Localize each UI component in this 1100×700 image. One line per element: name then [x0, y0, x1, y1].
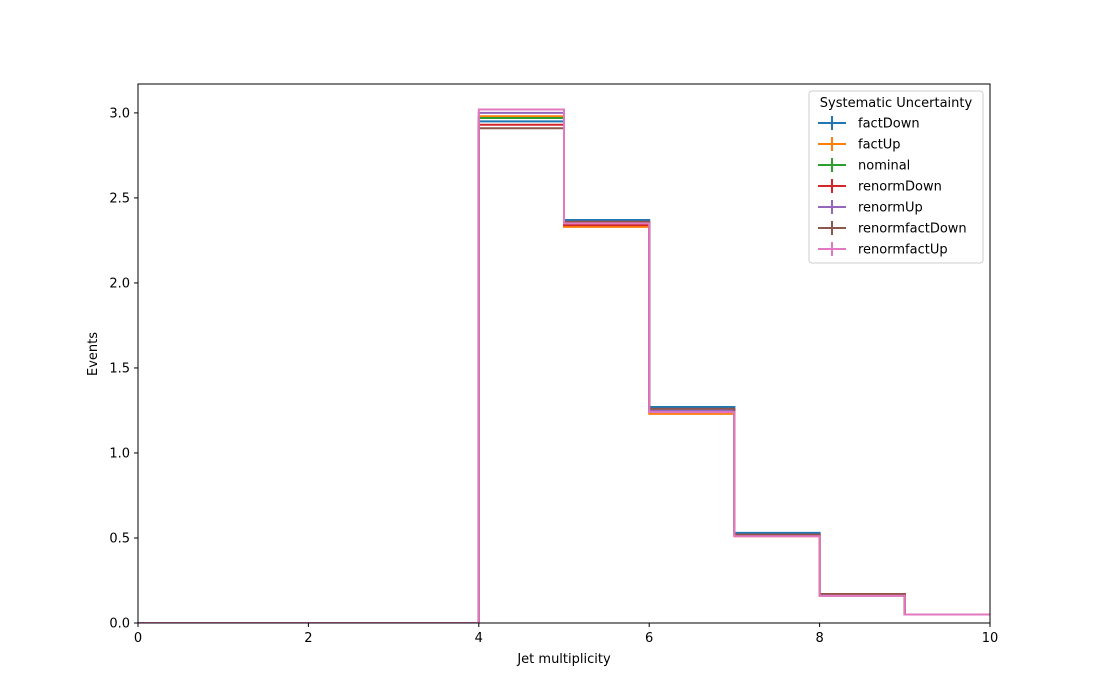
y-axis-label: Events: [86, 332, 101, 376]
legend-item-factDown: factDown: [818, 116, 920, 132]
legend-label: nominal: [858, 159, 910, 174]
legend-label: factUp: [858, 138, 901, 153]
legend-item-nominal: nominal: [818, 158, 910, 174]
x-tick-label: 0: [134, 631, 142, 646]
plot-area: [138, 108, 990, 623]
y-tick-label: 2.5: [109, 191, 130, 206]
series-line-renormfactDown: [138, 127, 990, 623]
y-tick-label: 3.0: [109, 106, 130, 121]
y-tick-label: 1.0: [109, 446, 130, 461]
x-tick-label: 4: [475, 631, 483, 646]
x-tick-label: 10: [982, 631, 999, 646]
legend-label: renormfactDown: [858, 222, 967, 237]
x-tick-label: 2: [304, 631, 312, 646]
axes-frame: [137, 83, 991, 624]
x-tick-label: 6: [645, 631, 653, 646]
legend-label: renormDown: [858, 180, 942, 195]
y-tick-label: 0.0: [109, 617, 130, 632]
legend-label: renormfactUp: [858, 243, 948, 258]
y-tick-label: 0.5: [109, 531, 130, 546]
legend-item-renormUp: renormUp: [818, 200, 923, 216]
y-tick-label: 2.0: [109, 276, 130, 291]
legend-item-factUp: factUp: [818, 137, 901, 153]
legend: Systematic Uncertainty factDown factUp nomi…: [808, 90, 984, 264]
legend-label: renormUp: [858, 201, 923, 216]
legend-item-renormfactUp: renormfactUp: [818, 242, 948, 258]
y-axis: 0.0 0.5 1.0 1.5 2.0 2.5 3.0: [109, 106, 138, 632]
x-axis: 0 2 4 6 8 10: [134, 623, 998, 646]
legend-item-renormDown: renormDown: [818, 179, 942, 195]
legend-label: factDown: [858, 117, 920, 132]
legend-box: [808, 90, 984, 264]
x-axis-label: Jet multiplicity: [516, 652, 611, 667]
legend-item-renormfactDown: renormfactDown: [818, 221, 967, 237]
y-tick-label: 1.5: [109, 361, 130, 376]
series-line-renormfactUp: [138, 108, 990, 623]
legend-title: Systematic Uncertainty: [820, 96, 973, 111]
x-tick-label: 8: [815, 631, 823, 646]
